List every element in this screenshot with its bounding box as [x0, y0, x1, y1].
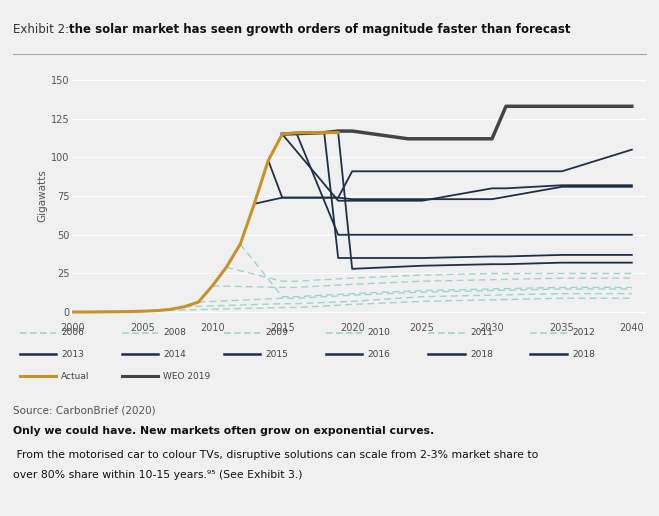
Text: Exhibit 2:: Exhibit 2: — [13, 23, 73, 36]
Text: 2016: 2016 — [368, 350, 391, 359]
Text: 2018: 2018 — [572, 350, 595, 359]
Text: 2018: 2018 — [470, 350, 493, 359]
Text: From the motorised car to colour TVs, disruptive solutions can scale from 2-3% m: From the motorised car to colour TVs, di… — [13, 450, 538, 460]
Text: the solar market has seen growth orders of magnitude faster than forecast: the solar market has seen growth orders … — [69, 23, 571, 36]
Text: 2010: 2010 — [368, 328, 391, 337]
Text: 2012: 2012 — [572, 328, 595, 337]
Text: 2006: 2006 — [61, 328, 84, 337]
Text: 2008: 2008 — [163, 328, 186, 337]
Text: over 80% share within 10-15 years.⁹⁵ (See Exhibit 3.): over 80% share within 10-15 years.⁹⁵ (Se… — [13, 470, 302, 480]
Text: WEO 2019: WEO 2019 — [163, 372, 211, 381]
Text: Actual: Actual — [61, 372, 90, 381]
Text: Source: CarbonBrief (2020): Source: CarbonBrief (2020) — [13, 405, 156, 415]
Text: 2009: 2009 — [266, 328, 289, 337]
Text: 2015: 2015 — [266, 350, 289, 359]
Y-axis label: Gigawatts: Gigawatts — [37, 170, 47, 222]
Text: 2014: 2014 — [163, 350, 186, 359]
Text: 2013: 2013 — [61, 350, 84, 359]
Text: Only we could have. New markets often grow on exponential curves.: Only we could have. New markets often gr… — [13, 426, 434, 436]
Text: 2011: 2011 — [470, 328, 493, 337]
